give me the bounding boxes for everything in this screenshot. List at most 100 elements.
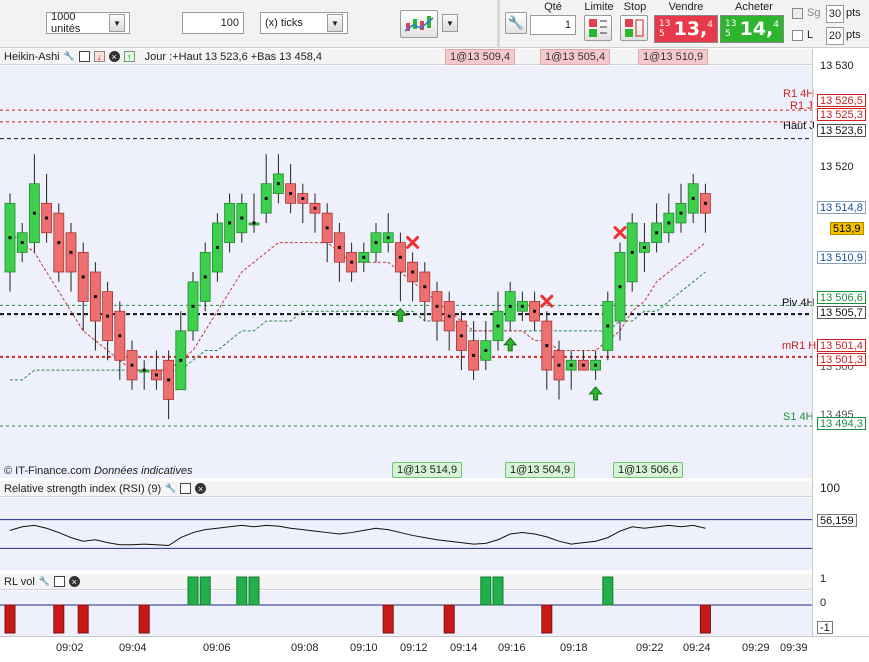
chart-type-dropdown-icon[interactable]: ▼	[442, 14, 458, 32]
ticks-value-field[interactable]: 100	[182, 12, 244, 34]
time-axis-tick: 09:12	[400, 642, 428, 654]
candle-close-dot	[57, 241, 61, 245]
stop-order-icon	[625, 19, 644, 37]
wrench-icon[interactable]: 🔧	[38, 576, 50, 586]
wrench-icon[interactable]: 🔧	[165, 483, 177, 493]
rlvol-bar-positive	[602, 576, 614, 606]
sell-order-icon[interactable]: ↓	[93, 51, 105, 62]
level-label-s1-4h: S1 4H	[783, 411, 814, 423]
l-checkbox[interactable]	[792, 30, 803, 41]
limit-order-button[interactable]	[584, 15, 612, 41]
rlvol-bar-positive	[248, 576, 260, 606]
time-axis-tick: 09:06	[203, 642, 231, 654]
sell-button[interactable]: 13 5 13, 4	[654, 15, 718, 43]
rsi-axis-top: 100	[820, 481, 841, 495]
candle-close-dot	[228, 221, 232, 225]
candle-close-dot	[289, 192, 293, 196]
order-tag[interactable]: 1@13 510,9	[638, 49, 709, 65]
credit: © IT-Finance.com Données indicatives	[4, 465, 192, 477]
qty-label: Qté	[544, 1, 562, 13]
units-value: 1000 unités	[51, 11, 81, 35]
level-label-r1-4h: R1 4H	[783, 88, 815, 100]
rsi-value-label: 56,159	[817, 514, 857, 527]
buy-button[interactable]: 13 5 14, 4	[720, 15, 784, 43]
buy-signal-arrow	[588, 386, 603, 401]
ticks-unit-select[interactable]: (x) ticks ▼	[260, 12, 348, 34]
sell-price-main: 13,	[673, 18, 708, 40]
chevron-down-icon[interactable]: ▼	[109, 14, 125, 32]
candle-close-dot	[642, 245, 646, 249]
rlvol-bar-negative	[4, 604, 16, 634]
stop-order-button[interactable]	[620, 15, 648, 41]
limit-order-icon	[589, 19, 607, 37]
ticks-value: 100	[220, 17, 239, 29]
sell-signal-cross	[406, 235, 420, 249]
rsi-chart[interactable]	[0, 498, 812, 570]
chevron-down-icon[interactable]: ▼	[327, 14, 343, 32]
current-price-label: 513,9	[830, 222, 864, 235]
close-icon[interactable]: ×	[68, 576, 80, 587]
stop-label: Stop	[623, 1, 647, 13]
close-icon[interactable]: ×	[108, 51, 120, 62]
candle-close-dot	[459, 334, 463, 338]
candle-close-dot	[8, 236, 12, 240]
candle-close-dot	[130, 363, 134, 367]
order-tag[interactable]: 1@13 505,4	[540, 49, 611, 65]
price-axis-tick: 13 530	[820, 60, 854, 72]
price-label: 13 510,9	[817, 251, 866, 264]
close-icon[interactable]: ×	[195, 483, 207, 494]
units-select[interactable]: 1000 unités ▼	[46, 11, 130, 35]
candle-close-dot	[545, 344, 549, 348]
candle-close-dot	[594, 363, 598, 367]
candle-close-dot	[703, 201, 707, 205]
level-price-piv-4h: 13 506,6	[817, 291, 866, 304]
credit-text: © IT-Finance.com	[4, 465, 91, 477]
candle-close-dot	[69, 250, 73, 254]
order-tag[interactable]: 1@13 509,4	[445, 49, 516, 65]
candle-close-dot	[398, 255, 402, 259]
order-tag[interactable]: 1@13 514,9	[392, 462, 463, 478]
price-axis-tick: 13 520	[820, 161, 854, 173]
order-tag[interactable]: 1@13 506,6	[613, 462, 684, 478]
rlvol-bar-positive	[236, 576, 248, 606]
price-chart[interactable]	[0, 66, 869, 478]
level-price: 13 505,7	[817, 306, 866, 319]
rlvol-bar-negative	[138, 604, 150, 634]
l-points-unit: pts	[846, 29, 861, 41]
qty-field[interactable]: 1	[530, 15, 576, 35]
chart-type-button[interactable]	[400, 10, 438, 38]
rlvol-axis-tick: 1	[820, 573, 827, 585]
candle-close-dot	[276, 182, 280, 186]
sg-points-field[interactable]: 30	[826, 5, 844, 23]
rlvol-chart[interactable]	[0, 574, 812, 636]
candle-close-dot	[386, 236, 390, 240]
candle-chart-icon	[404, 16, 434, 32]
time-axis-tick: 09:04	[119, 642, 147, 654]
toolbar: 1000 unités ▼ 100 (x) ticks ▼ ▼ 🔧 Qté 1 …	[0, 0, 869, 48]
wrench-icon: 🔧	[507, 15, 525, 30]
window-icon[interactable]	[53, 576, 65, 587]
candle-close-dot	[215, 245, 219, 249]
plot-background	[0, 66, 812, 478]
price-label: 13 514,8	[817, 201, 866, 214]
sell-price-decimal: 4	[707, 20, 713, 30]
candle-close-dot	[423, 285, 427, 289]
candle-close-dot	[167, 378, 171, 382]
time-axis-tick: 09:14	[450, 642, 478, 654]
l-points-field[interactable]: 20	[826, 27, 844, 45]
buy-price-prefix: 13 5	[725, 19, 737, 39]
order-tag[interactable]: 1@13 504,9	[505, 462, 576, 478]
candle-close-dot	[325, 226, 329, 230]
buy-order-icon[interactable]: ↑	[123, 51, 135, 62]
wrench-icon[interactable]: 🔧	[63, 51, 75, 61]
sell-signal-cross	[613, 226, 627, 240]
sg-checkbox[interactable]	[792, 8, 803, 19]
level-label-mr1-h: mR1 H	[782, 340, 817, 352]
window-icon[interactable]	[78, 51, 90, 62]
rlvol-bar-positive	[187, 576, 199, 606]
window-icon[interactable]	[180, 483, 192, 494]
sell-label: Vendre	[668, 1, 704, 13]
settings-wrench-button[interactable]: 🔧	[505, 12, 527, 34]
time-axis-tick: 09:16	[498, 642, 526, 654]
rlvol-pane-title: RL vol	[4, 575, 35, 588]
